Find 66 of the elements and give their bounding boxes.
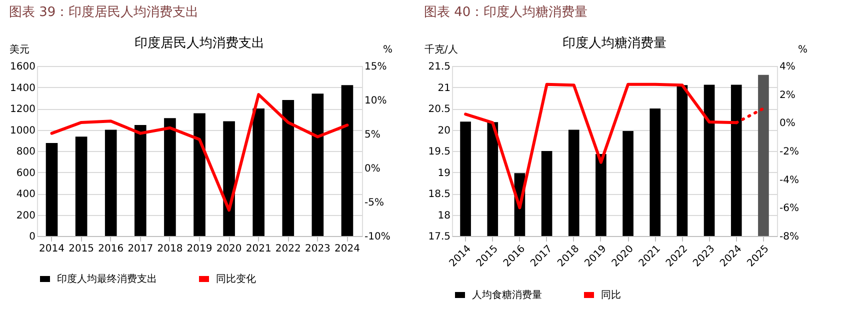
x-tick-label: 2016 [98,244,124,254]
y-tick-label: 200 [16,210,36,222]
y-tick-label: 1600 [10,62,36,72]
x-tick-label: 2022 [275,244,301,254]
y-tick-label: 18 [438,210,450,222]
bar [252,108,264,236]
y2-tick-label: -2% [780,146,799,158]
y2-tick-label: -10% [364,232,390,242]
bar [104,130,117,236]
bar [134,124,146,236]
bar [194,113,206,236]
x-tick-label: 2021 [246,244,272,254]
chart-title: 图表 39：印度居民人均消费支出 [9,4,199,20]
y-tick-label: 21 [438,82,450,94]
chart-subtitle: 印度人均糖消费量 [562,35,666,51]
x-tick-label: 2024 [334,244,360,254]
y2-tick-label: 0% [780,118,796,130]
chart-title: 图表 40：印度人均糖消费量 [424,4,588,20]
y2-tick-label: 15% [364,62,387,72]
line-series [50,93,349,212]
x-tick-label: 2020 [216,244,242,254]
y2-tick-label: 2% [780,90,796,101]
y2-tick-label: -6% [780,203,799,214]
bar [164,118,176,236]
y-tick-label: 20 [438,125,450,136]
y-axis-title: 美元 [10,44,30,56]
bar [46,143,58,236]
bar [282,100,294,236]
x-tick-label: 2014 [39,244,64,254]
y-axis-title: 千克/人 [424,44,458,56]
x-tick-label: 2015 [68,244,94,254]
y2-tick-label: -5% [364,198,384,208]
y2-tick-label: 4% [780,62,796,72]
x-tick-label: 2018 [157,244,183,254]
bar [75,136,88,236]
y-tick-label: 600 [16,168,36,179]
x-tick-label: 2023 [304,244,330,254]
y-tick-label: 19 [438,168,450,179]
y2-tick-label: 5% [364,130,380,140]
y-tick-label: 21.5 [428,62,450,72]
bar [341,85,354,236]
x-tick-label: 2017 [128,244,154,254]
y2-axis-title: % [382,44,392,56]
legend-label: 人均食糖消费量 [472,289,542,301]
legend-label: 印度人均最终消费支出 [57,273,157,285]
y-tick-label: 19.5 [428,146,450,158]
y-tick-label: 20.5 [428,104,450,115]
y-tick-label: 400 [16,189,36,200]
y2-tick-label: -8% [780,232,799,242]
y-tick-label: 1000 [10,125,36,136]
y2-tick-label: 0% [364,164,380,174]
y2-tick-label: 10% [364,96,387,106]
y-tick-label: 1400 [10,82,36,94]
y-tick-label: 1200 [10,104,36,115]
y2-tick-label: -4% [780,174,799,186]
legend-label: 同比 [601,289,621,301]
chart-subtitle: 印度居民人均消费支出 [134,35,264,51]
bar [312,94,324,236]
bar [223,121,235,236]
y-tick-label: 0 [29,232,36,242]
x-tick-label: 2019 [186,244,212,254]
legend-label: 同比变化 [216,273,256,285]
y-tick-label: 18.5 [428,189,450,200]
y2-axis-title: % [798,44,808,56]
y-tick-label: 800 [16,146,36,158]
y-tick-label: 17.5 [428,232,450,242]
